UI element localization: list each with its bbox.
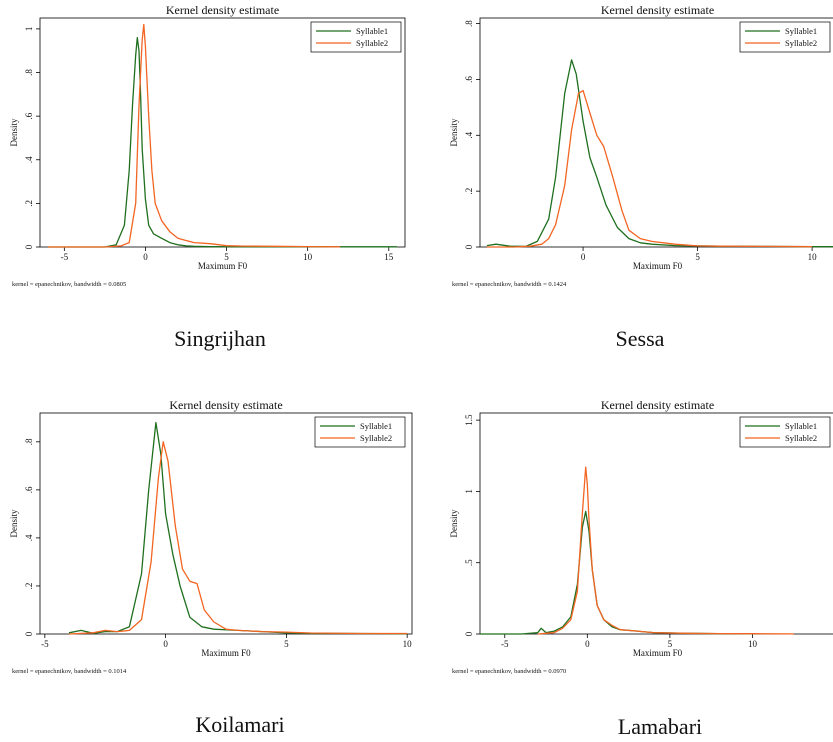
plot-frame (479, 17, 833, 248)
chart-lamabari: Kernel density estimate 0 .5 1 1.5 -5 0 5 10 Maxi… (440, 394, 833, 694)
series-line-syllable1 (486, 59, 833, 248)
caption-sessa: Sessa (615, 326, 665, 351)
legend-label: Syllable1 (785, 26, 817, 36)
legend-box (739, 21, 831, 53)
x-tick-label: 10 (403, 639, 413, 649)
y-tick-label: 0 (464, 631, 474, 636)
y-tick-label: .4 (24, 534, 34, 541)
y-axis-label: Density (449, 118, 459, 146)
series-line-syllable2 (48, 23, 341, 248)
series-line-syllable1 (68, 421, 408, 635)
kernel-note: kernel = epanechnikov, bandwidth = 0.142… (452, 281, 567, 288)
x-tick-label: 5 (284, 639, 289, 649)
x-axis-label: Maximum F0 (633, 261, 683, 271)
series-line-syllable1 (48, 36, 397, 248)
y-tick-label: .6 (24, 112, 34, 119)
x-tick-label: 0 (143, 252, 148, 262)
series-line-syllable2 (68, 441, 408, 635)
y-tick-label: 0 (24, 244, 34, 249)
chart-singrijhan: Kernel density estimate 0 .2 .4 .6 .8 1 -5 0 5 10 1… (0, 0, 410, 300)
series-line-syllable2 (537, 466, 794, 635)
x-tick-label: 5 (668, 639, 673, 649)
y-tick-label: .2 (24, 583, 34, 590)
y-tick-label: 1 (464, 489, 474, 494)
x-tick-label: 0 (163, 639, 168, 649)
y-tick-label: .8 (24, 438, 34, 445)
y-tick-label: .2 (464, 188, 474, 195)
y-tick-label: .6 (24, 486, 34, 493)
legend-box (314, 416, 406, 448)
y-tick-label: .2 (24, 200, 34, 207)
plot-frame (39, 412, 413, 635)
y-tick-label: 1.5 (464, 414, 474, 426)
chart-title: Kernel density estimate (169, 398, 282, 412)
kernel-note: kernel = epanechnikov, bandwidth = 0.097… (452, 668, 566, 675)
y-axis-label: Density (9, 509, 19, 537)
chart-title: Kernel density estimate (601, 398, 714, 412)
x-tick-label: 10 (748, 639, 758, 649)
caption-lamabari: Lamabari (617, 714, 703, 739)
legend-box (310, 21, 402, 53)
x-axis-label: Maximum F0 (201, 648, 251, 658)
x-axis-label: Maximum F0 (633, 648, 683, 658)
chart-singrijhan-svg: Kernel density estimate 0 .2 .4 .6 .8 1 -5 0 5 10 1… (9, 3, 406, 288)
x-tick-label: 10 (808, 252, 818, 262)
x-tick-label: 5 (224, 252, 229, 262)
kernel-note: kernel = epanechnikov, bandwidth = 0.101… (12, 668, 127, 675)
legend-label: Syllable2 (356, 38, 388, 48)
legend-box (739, 416, 831, 448)
legend: Syllable1 Syllable2 (739, 21, 831, 53)
x-tick-label: -5 (41, 639, 49, 649)
caption-singrijhan: Singrijhan (174, 326, 266, 351)
chart-koilamari-svg: Kernel density estimate 0 .2 .4 .6 .8 -5 0 5 10 Ma… (9, 398, 413, 675)
legend-label: Syllable2 (785, 433, 817, 443)
caption-koilamari: Koilamari (195, 712, 285, 737)
y-tick-label: 0 (24, 631, 34, 636)
legend: Syllable1 Syllable2 (314, 416, 406, 448)
legend-label: Syllable2 (360, 433, 392, 443)
legend: Syllable1 Syllable2 (310, 21, 402, 53)
kernel-note: kernel = epanechnikov, bandwidth = 0.080… (12, 281, 126, 288)
x-tick-label: -5 (501, 639, 509, 649)
legend-label: Syllable1 (360, 421, 392, 431)
legend-label: Syllable1 (785, 421, 817, 431)
chart-title: Kernel density estimate (166, 3, 279, 17)
chart-sessa: Kernel density estimate 0 .2 .4 .6 .8 0 5 10 Maxi… (440, 0, 833, 300)
x-tick-label: 5 (695, 252, 700, 262)
y-axis-label: Density (9, 118, 19, 146)
y-tick-label: 1 (24, 27, 34, 32)
x-tick-label: 0 (585, 639, 590, 649)
x-tick-label: 15 (384, 252, 394, 262)
y-tick-label: .5 (464, 559, 474, 566)
y-axis-label: Density (449, 509, 459, 537)
y-tick-label: .4 (464, 131, 474, 138)
y-tick-label: .6 (464, 76, 474, 83)
legend-label: Syllable1 (356, 26, 388, 36)
series-line-syllable2 (486, 89, 813, 248)
y-tick-label: 0 (464, 244, 474, 249)
chart-lamabari-svg: Kernel density estimate 0 .5 1 1.5 -5 0 5 10 Maxi… (449, 398, 833, 675)
chart-koilamari: Kernel density estimate 0 .2 .4 .6 .8 -5 0 5 10 Ma… (0, 394, 420, 694)
series-line-syllable1 (480, 510, 753, 635)
plot-frame (479, 412, 833, 635)
x-tick-label: -5 (61, 252, 69, 262)
y-tick-label: .8 (464, 20, 474, 27)
legend: Syllable1 Syllable2 (739, 416, 831, 448)
y-tick-label: .4 (24, 156, 34, 163)
y-tick-label: .8 (24, 69, 34, 76)
x-tick-label: 0 (581, 252, 586, 262)
chart-title: Kernel density estimate (601, 3, 714, 17)
legend-label: Syllable2 (785, 38, 817, 48)
chart-sessa-svg: Kernel density estimate 0 .2 .4 .6 .8 0 5 10 Maxi… (449, 3, 833, 288)
x-axis-label: Maximum F0 (198, 261, 248, 271)
x-tick-label: 10 (303, 252, 313, 262)
